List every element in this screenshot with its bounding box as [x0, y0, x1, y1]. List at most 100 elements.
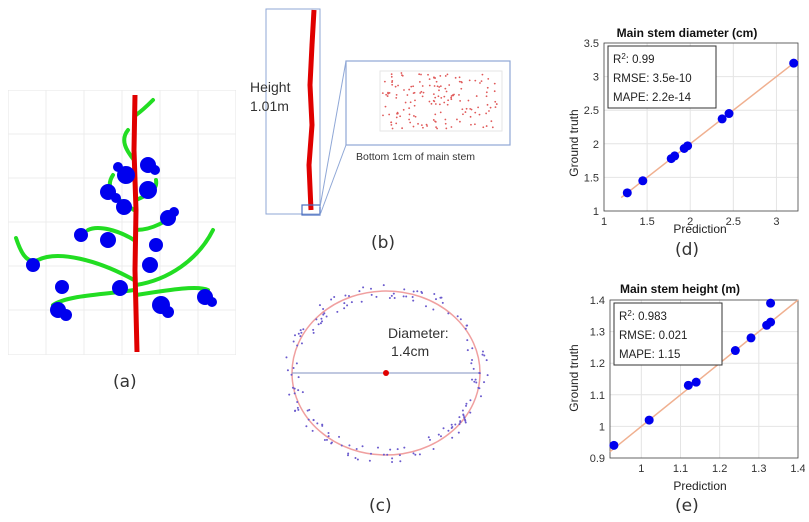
x-tick-label: 2.5	[726, 216, 741, 228]
zoom-caption: Bottom 1cm of main stem	[356, 151, 476, 163]
zoom-point	[493, 82, 496, 85]
data-point	[644, 415, 654, 425]
ring-point	[325, 438, 328, 441]
ring-point	[317, 323, 320, 326]
zoom-point	[469, 107, 472, 110]
zoom-point	[383, 80, 386, 83]
y-tick-label: 1.5	[584, 172, 599, 184]
zoom-point	[443, 95, 446, 98]
ring-point	[348, 444, 351, 447]
ring-point	[291, 386, 294, 389]
zoom-point	[432, 119, 435, 121]
x-tick-label: 1.1	[673, 463, 688, 475]
zoom-point	[445, 127, 448, 130]
ring-point	[478, 387, 481, 390]
x-tick-label: 1	[638, 463, 644, 475]
data-point	[717, 114, 727, 124]
zoom-point	[387, 91, 389, 94]
ring-point	[471, 378, 474, 381]
height-label: Height	[250, 79, 291, 95]
zoom-point	[443, 101, 446, 104]
data-point	[691, 377, 701, 387]
ring-point	[295, 362, 298, 365]
ring-point	[347, 452, 350, 455]
ring-point	[447, 429, 450, 432]
zoom-point	[401, 74, 403, 76]
ring-point	[330, 298, 333, 301]
diameter-chart: Main stem diameter (cm) 1 1.5 2 2.5 3 1 1.5 2 2.…	[567, 26, 799, 236]
zoom-point	[459, 120, 461, 123]
ring-point	[418, 453, 421, 456]
zoom-point	[440, 96, 443, 99]
ring-point	[325, 315, 328, 318]
zoom-point	[421, 95, 424, 98]
zoom-point	[402, 108, 405, 111]
ring-point	[461, 409, 464, 412]
flower-clusters	[26, 157, 217, 321]
y-tick-label: 0.9	[590, 453, 605, 465]
diameter-label: Diameter:	[388, 325, 449, 341]
ring-point	[297, 332, 300, 335]
ring-point	[457, 431, 460, 434]
ring-point	[318, 304, 321, 307]
ring-point	[312, 328, 315, 331]
panel-d-label: (d)	[675, 240, 700, 260]
ring-point	[470, 362, 473, 365]
data-point	[746, 333, 756, 343]
ring-point	[312, 331, 315, 334]
zoom-point	[384, 105, 387, 108]
ring-point	[375, 295, 378, 298]
ring-point	[433, 293, 436, 296]
zoom-point	[434, 120, 436, 123]
ring-point	[479, 395, 482, 398]
y-tick-label: 3.5	[584, 38, 599, 50]
panel-e-label: (e)	[675, 496, 699, 516]
ring-point	[297, 376, 300, 379]
zoom-point	[444, 75, 447, 77]
zoom-point	[419, 92, 422, 94]
zoom-point	[485, 95, 488, 98]
ring-point	[320, 317, 323, 320]
fit-line	[620, 59, 799, 199]
zoom-point	[408, 113, 411, 116]
ring-point	[286, 369, 289, 372]
chart-d-plot: 1 1.5 2 2.5 3 1 1.5 2 2.5 3 3.5 R2: 0.99 RMSE: 3.5e-…	[584, 38, 799, 228]
zoom-point	[436, 127, 438, 130]
zoom-point	[444, 118, 447, 121]
ring-point	[464, 327, 467, 330]
ring-point	[285, 356, 288, 359]
zoom-point	[382, 114, 384, 117]
ring-point	[451, 436, 454, 439]
zoom-point	[438, 103, 441, 106]
ring-point	[462, 414, 465, 417]
ring-point	[399, 460, 402, 463]
ring-point	[481, 353, 484, 356]
ring-point	[424, 305, 427, 308]
zoom-point	[494, 106, 497, 109]
ring-point	[389, 448, 392, 451]
zoom-point	[408, 88, 411, 91]
zoom-point	[489, 106, 492, 109]
ring-point	[451, 426, 454, 429]
ring-point	[322, 313, 325, 316]
ring-point	[414, 453, 417, 456]
ring-point	[412, 452, 415, 455]
zoom-point	[427, 73, 429, 76]
ring-point	[347, 295, 350, 298]
ring-point	[302, 328, 305, 331]
ring-point	[441, 301, 444, 304]
ring-point	[463, 417, 466, 420]
ring-point	[485, 359, 488, 362]
ring-point	[354, 457, 357, 460]
ring-point	[305, 425, 308, 428]
chart-e-ylabel: Ground truth	[567, 344, 581, 411]
zoom-point	[444, 122, 447, 125]
ring-point	[469, 411, 472, 414]
zoom-point	[486, 86, 489, 89]
zoom-point	[468, 79, 471, 82]
data-point	[683, 141, 693, 151]
zoom-point	[432, 99, 435, 102]
stat-mape: MAPE: 1.15	[619, 349, 680, 361]
zoom-point	[445, 90, 448, 93]
ring-point	[464, 419, 467, 422]
